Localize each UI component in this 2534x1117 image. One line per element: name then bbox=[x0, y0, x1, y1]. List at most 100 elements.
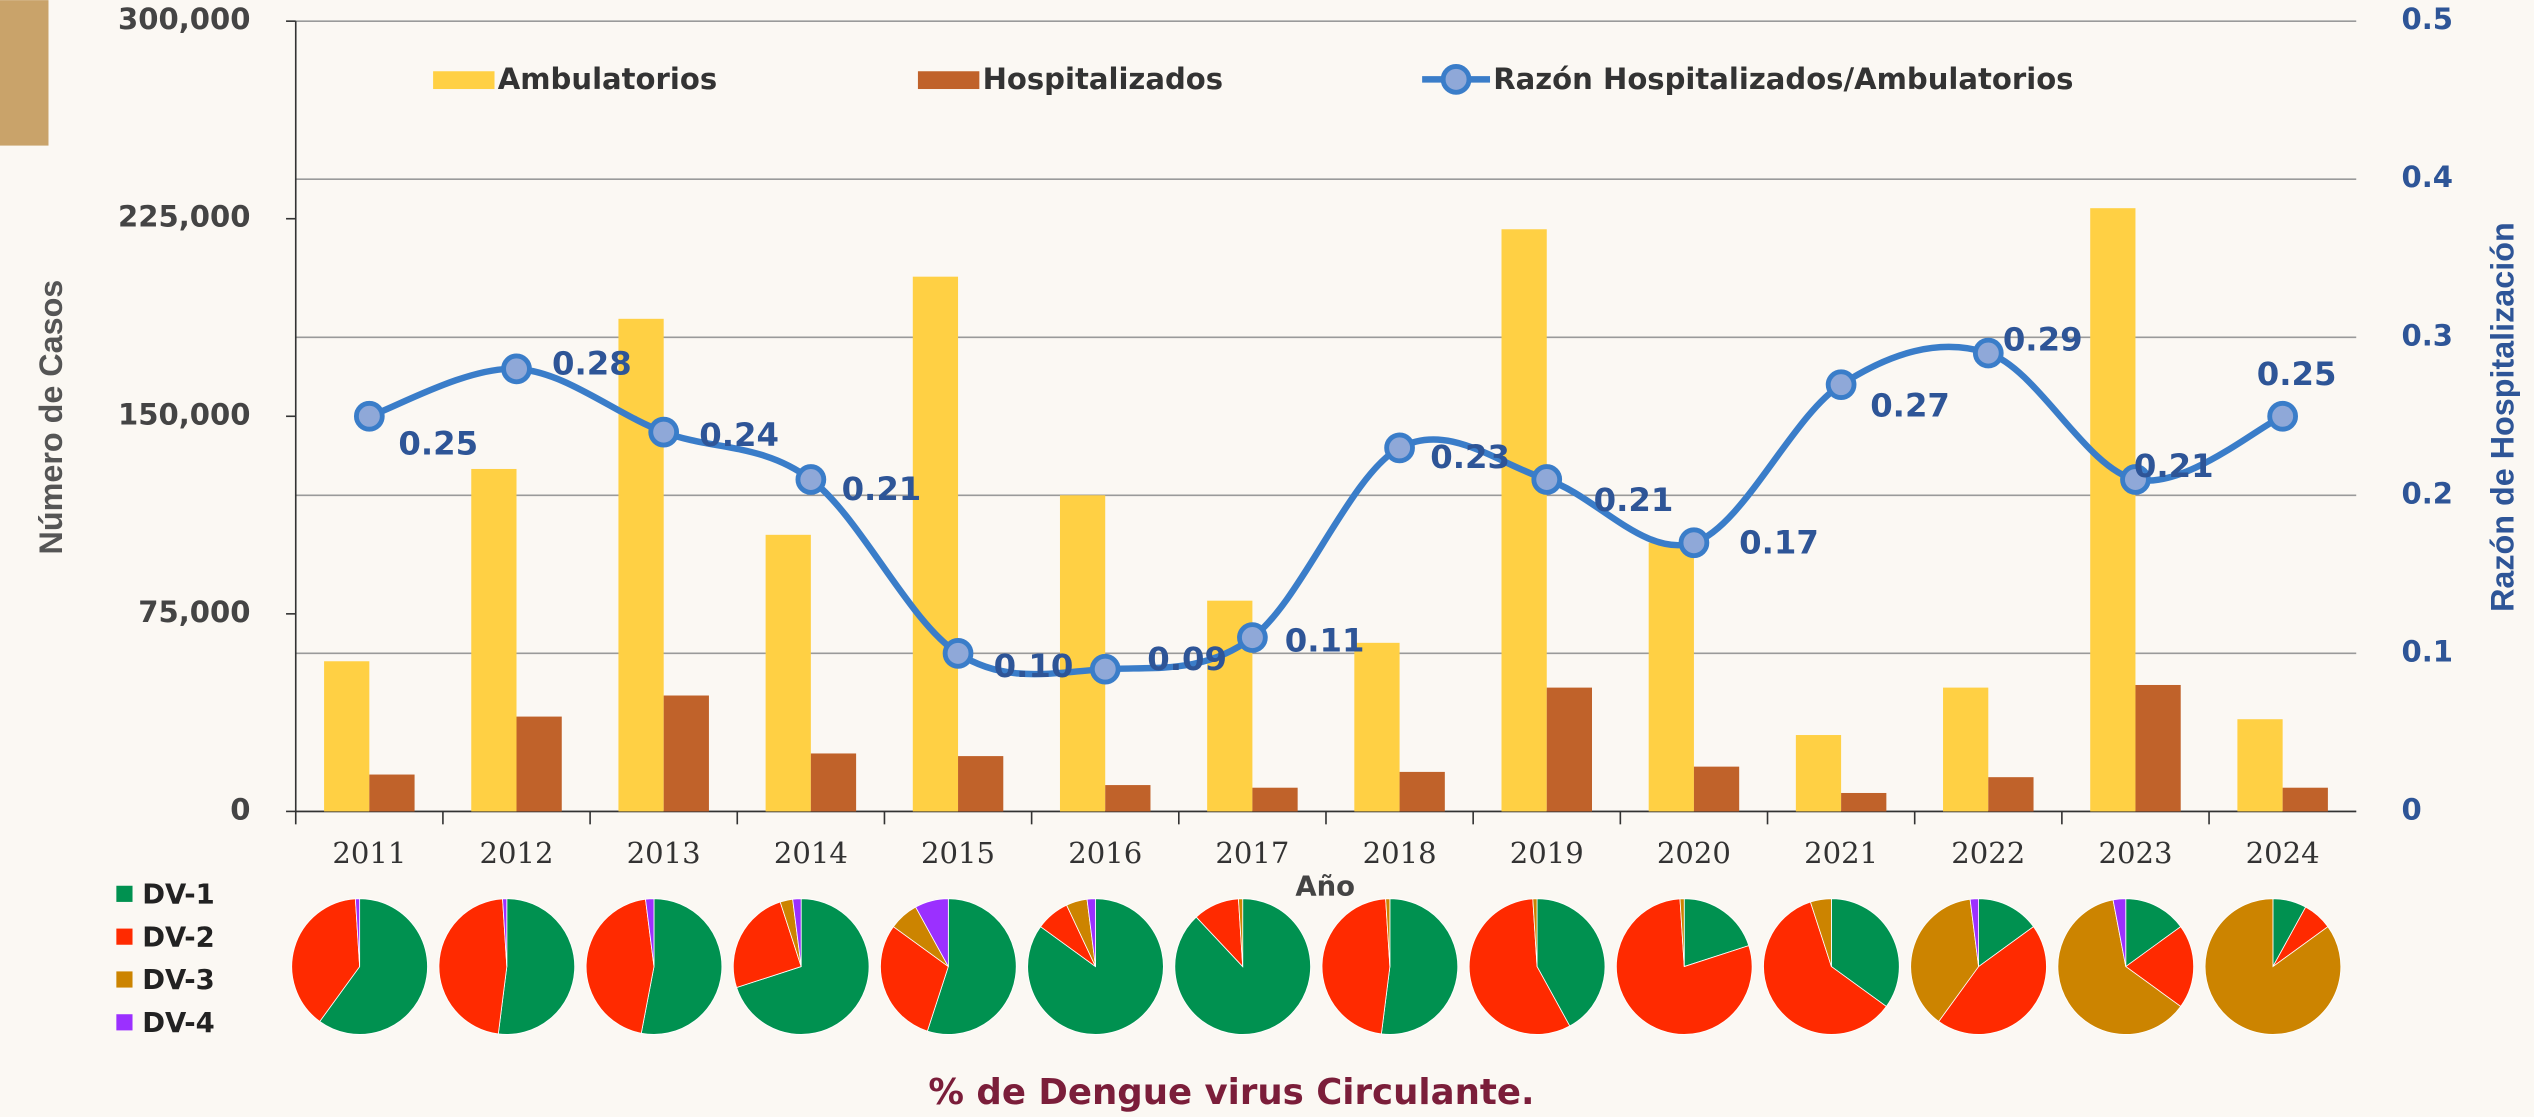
y2-tick-label: 0.5 bbox=[2401, 2, 2453, 36]
data-label: 0.17 bbox=[1739, 523, 1819, 561]
bar bbox=[912, 276, 959, 812]
y-tick-label: 300,000 bbox=[118, 2, 250, 36]
legend-swatch bbox=[116, 971, 133, 988]
x-tick-label: 2020 bbox=[1657, 836, 1731, 870]
legend-swatch bbox=[1440, 63, 1472, 95]
legend-label: Razón Hospitalizados/Ambulatorios bbox=[1493, 62, 2073, 96]
line-marker bbox=[501, 353, 532, 385]
legend-swatch bbox=[116, 885, 133, 902]
bar bbox=[810, 753, 857, 812]
pie-slice bbox=[1910, 898, 1980, 1023]
pie-slice bbox=[645, 898, 655, 967]
pie-slice bbox=[2112, 898, 2127, 967]
bar bbox=[1501, 229, 1547, 812]
legend-label: Hospitalizados bbox=[983, 62, 1224, 96]
y2-axis-label: Razón de Hospitalización bbox=[2484, 222, 2520, 612]
y-tick-label: 75,000 bbox=[138, 595, 250, 629]
x-tick-label: 2018 bbox=[1363, 836, 1437, 870]
bar bbox=[663, 695, 709, 812]
pie-slice bbox=[1763, 901, 1887, 1035]
pie-slice bbox=[319, 898, 428, 1035]
pie-slice bbox=[1385, 898, 1391, 967]
bar bbox=[1648, 542, 1694, 812]
legend-label: DV-2 bbox=[142, 922, 215, 953]
line-marker bbox=[648, 416, 680, 448]
y2-tick-label: 0 bbox=[2401, 792, 2421, 826]
line-marker bbox=[795, 464, 827, 495]
bar bbox=[324, 661, 370, 812]
decor-band bbox=[0, 0, 49, 146]
bar bbox=[516, 716, 562, 812]
legend-swatch bbox=[917, 71, 980, 90]
line-marker bbox=[2120, 464, 2151, 495]
pie-slice bbox=[1978, 898, 2035, 968]
x-tick-label: 2015 bbox=[921, 836, 995, 870]
bar bbox=[1252, 787, 1298, 812]
bar bbox=[1988, 777, 2034, 812]
y2-tick-label: 0.4 bbox=[2401, 160, 2453, 194]
pie-slice bbox=[2125, 926, 2194, 1008]
pie-slice bbox=[2057, 899, 2182, 1035]
data-label: 0.23 bbox=[1430, 438, 1510, 476]
pie-slice bbox=[2125, 898, 2182, 968]
pie-slice bbox=[732, 901, 802, 989]
data-label: 0.09 bbox=[1147, 640, 1227, 678]
pie-slice bbox=[497, 898, 576, 1035]
legend-label: DV-1 bbox=[142, 879, 215, 910]
line-marker bbox=[1972, 337, 2004, 369]
data-label: 0.25 bbox=[398, 424, 478, 462]
bar bbox=[2237, 719, 2283, 812]
data-label: 0.11 bbox=[1285, 621, 1365, 659]
pie-slice bbox=[291, 898, 361, 1023]
pie-slice bbox=[585, 898, 655, 1034]
data-label: 0.27 bbox=[1870, 386, 1950, 424]
bar bbox=[765, 534, 811, 812]
x-tick-label: 2013 bbox=[627, 836, 701, 870]
y2-tick-label: 0.1 bbox=[2401, 634, 2453, 668]
x-tick-label: 2021 bbox=[1804, 836, 1878, 870]
legend-label: DV-3 bbox=[142, 965, 215, 996]
pie-slice bbox=[1468, 898, 1571, 1035]
x-tick-label: 2016 bbox=[1068, 836, 1142, 870]
bar bbox=[1693, 766, 1740, 812]
pie-slice bbox=[1615, 898, 1753, 1035]
data-label: 0.24 bbox=[699, 416, 779, 454]
pie-slice bbox=[354, 898, 361, 967]
data-label: 0.25 bbox=[2257, 355, 2337, 393]
bar bbox=[1354, 642, 1400, 812]
data-label: 0.21 bbox=[2134, 447, 2214, 485]
pie-slice bbox=[736, 898, 870, 1035]
pie-slice bbox=[640, 898, 723, 1035]
bar bbox=[2282, 787, 2328, 812]
pie-slice bbox=[1831, 898, 1900, 1008]
pie-slice bbox=[1683, 898, 1750, 968]
bar bbox=[1841, 792, 1887, 812]
x-tick-label: 2022 bbox=[1951, 836, 2025, 870]
data-label: 0.21 bbox=[842, 470, 922, 508]
pie-slice bbox=[1238, 898, 1244, 967]
bar bbox=[369, 774, 415, 812]
pie-slice bbox=[438, 898, 508, 1035]
pie-slice bbox=[1321, 898, 1391, 1035]
pie-slice bbox=[1938, 926, 2047, 1035]
pie-slice bbox=[792, 898, 802, 967]
bar bbox=[2090, 208, 2136, 812]
line-marker bbox=[942, 638, 974, 669]
legend-label: Ambulatorios bbox=[498, 62, 717, 96]
x-tick-label: 2012 bbox=[480, 836, 554, 870]
bar bbox=[1546, 687, 1593, 812]
line-marker bbox=[1237, 622, 1268, 653]
y-tick-label: 0 bbox=[230, 792, 250, 826]
line-marker bbox=[1089, 653, 1121, 685]
x-tick-label: 2014 bbox=[774, 836, 848, 870]
x-tick-label: 2019 bbox=[1510, 836, 1584, 870]
legend-swatch bbox=[116, 1014, 133, 1031]
pie-slice bbox=[1380, 898, 1459, 1035]
data-label: 0.28 bbox=[552, 345, 632, 383]
line-marker bbox=[1384, 432, 1415, 464]
line-marker bbox=[353, 400, 385, 432]
x-tick-label: 2023 bbox=[2098, 836, 2172, 870]
pie-slice bbox=[1532, 898, 1538, 967]
